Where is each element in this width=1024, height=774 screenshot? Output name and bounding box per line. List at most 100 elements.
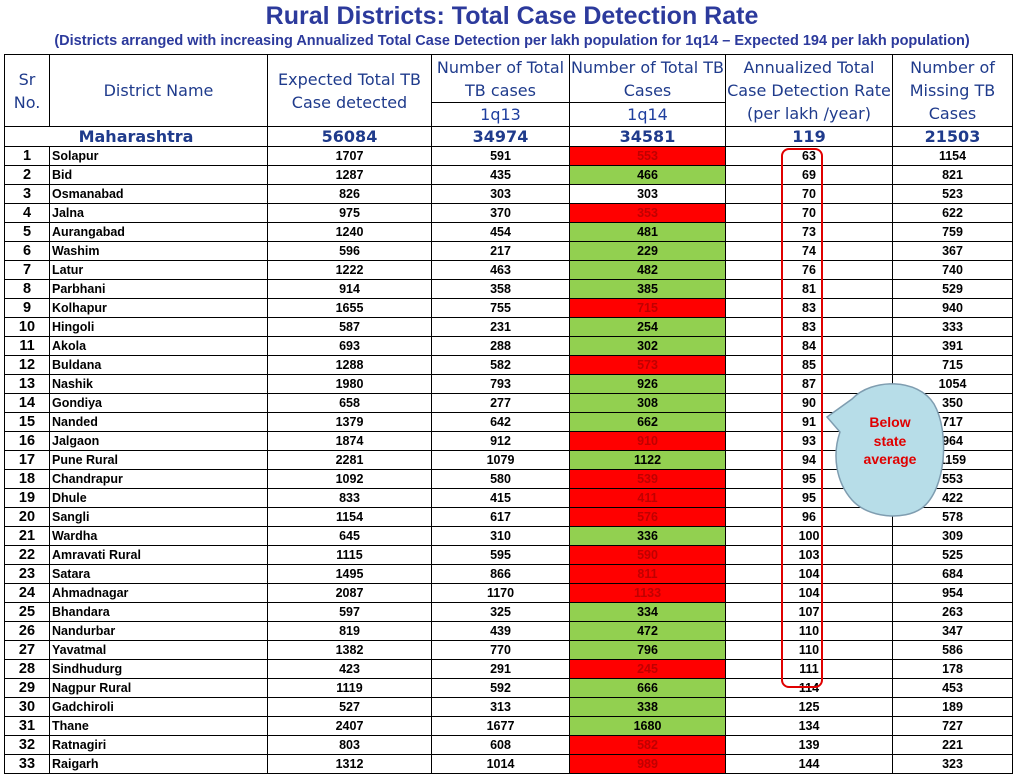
row-expected: 587 (267, 317, 432, 337)
table-row: 4 Jalna 975 370 353 70 622 (4, 203, 1013, 223)
row-district-name: Solapur (49, 146, 268, 166)
row-district-name: Ahmadnagar (49, 583, 268, 603)
row-expected: 693 (267, 336, 432, 356)
row-tb-1q14: 254 (569, 317, 726, 337)
row-missing: 529 (892, 279, 1013, 299)
row-sr-no: 12 (4, 355, 50, 375)
row-expected: 2407 (267, 716, 432, 736)
row-sr-no: 10 (4, 317, 50, 337)
state-total-row: Maharashtra 56084 34974 34581 119 21503 (4, 126, 1013, 147)
row-missing: 586 (892, 640, 1013, 660)
row-sr-no: 21 (4, 526, 50, 546)
row-sr-no: 2 (4, 165, 50, 185)
row-district-name: Latur (49, 260, 268, 280)
row-missing: 367 (892, 241, 1013, 261)
row-sr-no: 30 (4, 697, 50, 717)
row-tb-1q13: 325 (431, 602, 570, 622)
table-row: 25 Bhandara 597 325 334 107 263 (4, 602, 1013, 622)
row-missing: 1154 (892, 146, 1013, 166)
row-missing: 523 (892, 184, 1013, 204)
table-row: 7 Latur 1222 463 482 76 740 (4, 260, 1013, 280)
table-row: 13 Nashik 1980 793 926 87 1054 (4, 374, 1013, 394)
table-row: 20 Sangli 1154 617 576 96 578 (4, 507, 1013, 527)
row-tb-1q14: 811 (569, 564, 726, 584)
header-district-name: District Name (49, 54, 268, 127)
row-sr-no: 13 (4, 374, 50, 394)
row-expected: 1119 (267, 678, 432, 698)
row-tb-1q14: 666 (569, 678, 726, 698)
row-district-name: Parbhani (49, 279, 268, 299)
row-district-name: Sangli (49, 507, 268, 527)
row-sr-no: 6 (4, 241, 50, 261)
row-district-name: Aurangabad (49, 222, 268, 242)
row-missing: 525 (892, 545, 1013, 565)
row-sr-no: 4 (4, 203, 50, 223)
row-district-name: Raigarh (49, 754, 268, 774)
row-expected: 833 (267, 488, 432, 508)
state-name: Maharashtra (4, 126, 268, 147)
row-expected: 1092 (267, 469, 432, 489)
row-district-name: Gadchiroli (49, 697, 268, 717)
row-tb-1q13: 217 (431, 241, 570, 261)
row-sr-no: 7 (4, 260, 50, 280)
row-missing: 347 (892, 621, 1013, 641)
row-expected: 803 (267, 735, 432, 755)
row-expected: 1495 (267, 564, 432, 584)
state-expected: 56084 (267, 126, 432, 147)
row-tb-1q13: 608 (431, 735, 570, 755)
row-tb-1q13: 288 (431, 336, 570, 356)
row-sr-no: 15 (4, 412, 50, 432)
row-tb-1q13: 592 (431, 678, 570, 698)
below-average-highlight (781, 148, 823, 688)
row-missing: 221 (892, 735, 1013, 755)
row-sr-no: 22 (4, 545, 50, 565)
row-expected: 645 (267, 526, 432, 546)
row-tb-1q14: 590 (569, 545, 726, 565)
table-row: 30 Gadchiroli 527 313 338 125 189 (4, 697, 1013, 717)
row-expected: 658 (267, 393, 432, 413)
row-tb-1q14: 411 (569, 488, 726, 508)
table-row: 14 Gondiya 658 277 308 90 350 (4, 393, 1013, 413)
row-tb-1q13: 642 (431, 412, 570, 432)
row-tb-1q14: 302 (569, 336, 726, 356)
table-row: 31 Thane 2407 1677 1680 134 727 (4, 716, 1013, 736)
row-district-name: Jalna (49, 203, 268, 223)
row-tb-1q13: 463 (431, 260, 570, 280)
row-missing: 263 (892, 602, 1013, 622)
row-district-name: Bhandara (49, 602, 268, 622)
row-tb-1q13: 1170 (431, 583, 570, 603)
callout-text: Below state average (863, 414, 917, 467)
row-tb-1q14: 796 (569, 640, 726, 660)
row-district-name: Nagpur Rural (49, 678, 268, 698)
row-rate: 139 (725, 735, 893, 755)
row-tb-1q14: 334 (569, 602, 726, 622)
header-tb-cases-1q13: Number of Total TB cases (431, 54, 570, 103)
row-sr-no: 8 (4, 279, 50, 299)
row-district-name: Jalgaon (49, 431, 268, 451)
row-tb-1q13: 912 (431, 431, 570, 451)
table-row: 5 Aurangabad 1240 454 481 73 759 (4, 222, 1013, 242)
row-missing: 189 (892, 697, 1013, 717)
table-row: 28 Sindhudurg 423 291 245 111 178 (4, 659, 1013, 679)
row-tb-1q14: 229 (569, 241, 726, 261)
row-expected: 423 (267, 659, 432, 679)
row-tb-1q14: 989 (569, 754, 726, 774)
row-sr-no: 32 (4, 735, 50, 755)
header-sr-no: Sr No. (4, 54, 50, 127)
row-tb-1q13: 582 (431, 355, 570, 375)
row-expected: 1288 (267, 355, 432, 375)
row-tb-1q14: 303 (569, 184, 726, 204)
table-row: 2 Bid 1287 435 466 69 821 (4, 165, 1013, 185)
row-district-name: Satara (49, 564, 268, 584)
table-row: 33 Raigarh 1312 1014 989 144 323 (4, 754, 1013, 774)
row-tb-1q13: 303 (431, 184, 570, 204)
row-tb-1q13: 454 (431, 222, 570, 242)
row-expected: 1655 (267, 298, 432, 318)
row-tb-1q13: 595 (431, 545, 570, 565)
row-district-name: Akola (49, 336, 268, 356)
row-tb-1q14: 1680 (569, 716, 726, 736)
row-expected: 1222 (267, 260, 432, 280)
row-missing: 1054 (892, 374, 1013, 394)
row-expected: 527 (267, 697, 432, 717)
row-tb-1q13: 370 (431, 203, 570, 223)
